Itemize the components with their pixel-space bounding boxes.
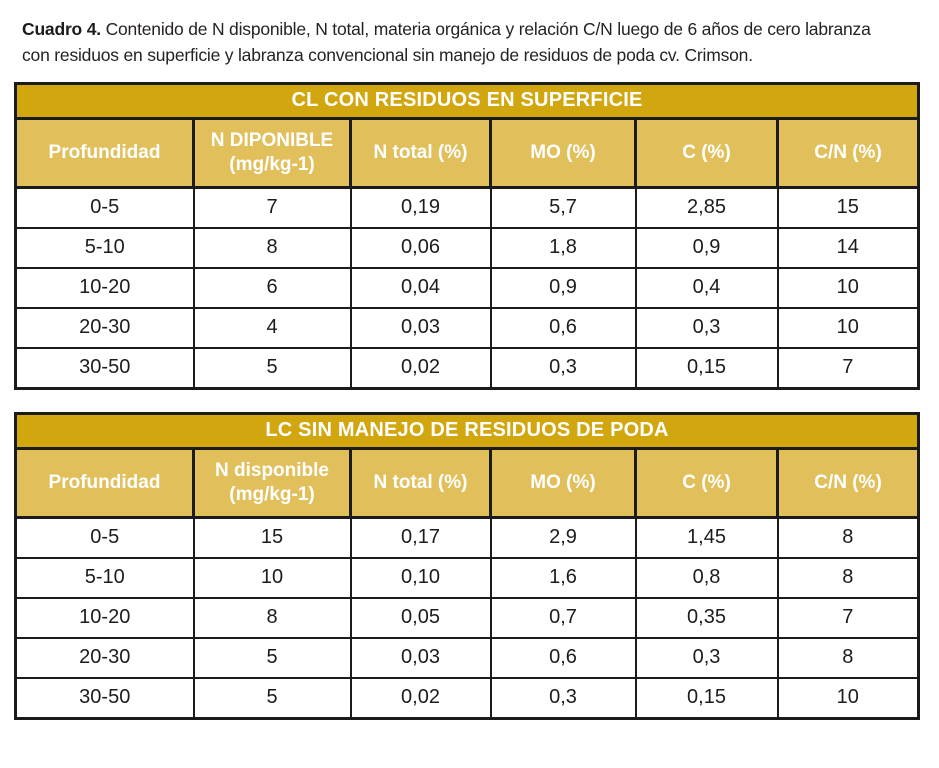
table-lc-sin-manejo: LC SIN MANEJO DE RESIDUOS DE PODA Profun…	[14, 411, 921, 720]
table-cell: 0,6	[489, 306, 637, 349]
table-cell: 0,6	[489, 636, 637, 679]
table-cell: 0-5	[14, 516, 195, 559]
table-title-row: LC SIN MANEJO DE RESIDUOS DE PODA	[15, 413, 919, 450]
table-cell: 0,04	[349, 266, 492, 309]
column-header-n-disponible: N DIPONIBLE (mg/kg-1)	[192, 116, 352, 189]
table-row: 0-5 7 0,19 5,7 2,85 15	[14, 186, 920, 229]
table-row: 30-50 5 0,02 0,3 0,15 7	[14, 346, 920, 389]
table-cell: 0,35	[634, 596, 779, 639]
table-cell: 0,03	[349, 306, 492, 349]
table-cell: 8	[776, 636, 920, 679]
table-cell: 0,19	[349, 186, 492, 229]
table-cell: 1,8	[489, 226, 637, 269]
table-cell: 0,15	[634, 346, 779, 389]
table-cell: 1,45	[634, 516, 779, 559]
table-cell: 5	[192, 346, 352, 389]
column-header-c: C (%)	[634, 116, 779, 189]
column-header-cn: C/N (%)	[775, 116, 921, 189]
table-cell: 10	[192, 556, 352, 599]
column-header-n-disponible: N disponible (mg/kg-1)	[192, 446, 352, 519]
table-cell: 10-20	[14, 266, 195, 309]
table-cell: 2,9	[489, 516, 637, 559]
table-cell: 0,9	[489, 266, 637, 309]
table-cell: 20-30	[14, 636, 195, 679]
table-cell: 15	[192, 516, 352, 559]
column-header-mo: MO (%)	[489, 446, 637, 519]
table-cell: 5,7	[489, 186, 637, 229]
table-cell: 5	[192, 676, 352, 719]
table-cell: 0,06	[349, 226, 492, 269]
column-header-profundidad: Profundidad	[14, 446, 195, 519]
table-cell: 0,05	[349, 596, 492, 639]
table-cl-con-residuos: CL CON RESIDUOS EN SUPERFICIE Profundida…	[14, 81, 921, 390]
table-cell: 0,9	[634, 226, 779, 269]
table-cell: 10	[776, 306, 920, 349]
column-header-cn: C/N (%)	[775, 446, 921, 519]
table-cell: 7	[192, 186, 352, 229]
table-cell: 10	[776, 676, 920, 719]
table-cell: 0,02	[349, 676, 492, 719]
table-title: CL CON RESIDUOS EN SUPERFICIE	[15, 83, 919, 120]
table-cell: 8	[192, 226, 352, 269]
table-cell: 0,17	[349, 516, 492, 559]
column-header-profundidad: Profundidad	[14, 116, 195, 189]
table-cell: 8	[192, 596, 352, 639]
table-cell: 5-10	[14, 556, 195, 599]
table-row: 5-10 10 0,10 1,6 0,8 8	[14, 556, 920, 599]
table-cell: 0,4	[634, 266, 779, 309]
table-cell: 5-10	[14, 226, 195, 269]
table-row: 30-50 5 0,02 0,3 0,15 10	[14, 676, 920, 719]
table-title: LC SIN MANEJO DE RESIDUOS DE PODA	[15, 413, 919, 450]
column-header-row: Profundidad N disponible (mg/kg-1) N tot…	[14, 446, 921, 519]
table-cell: 0-5	[14, 186, 195, 229]
table-cell: 7	[776, 596, 920, 639]
table-cell: 4	[192, 306, 352, 349]
caption-label: Cuadro 4.	[22, 19, 101, 39]
table-row: 10-20 6 0,04 0,9 0,4 10	[14, 266, 920, 309]
table-cell: 1,6	[489, 556, 637, 599]
table-cell: 7	[776, 346, 920, 389]
column-header-c: C (%)	[634, 446, 779, 519]
table-cell: 8	[776, 556, 920, 599]
table-cell: 10-20	[14, 596, 195, 639]
column-header-mo: MO (%)	[489, 116, 637, 189]
table-cell: 0,3	[634, 306, 779, 349]
table-cell: 0,3	[634, 636, 779, 679]
table-cell: 0,10	[349, 556, 492, 599]
table-cell: 14	[776, 226, 920, 269]
table-row: 20-30 4 0,03 0,6 0,3 10	[14, 306, 920, 349]
table-cell: 10	[776, 266, 920, 309]
column-header-n-total: N total (%)	[349, 116, 492, 189]
table-cell: 6	[192, 266, 352, 309]
table-cell: 0,15	[634, 676, 779, 719]
table-cell: 0,8	[634, 556, 779, 599]
table-row: 5-10 8 0,06 1,8 0,9 14	[14, 226, 920, 269]
table-cell: 0,7	[489, 596, 637, 639]
table-title-row: CL CON RESIDUOS EN SUPERFICIE	[15, 83, 919, 120]
table-cell: 5	[192, 636, 352, 679]
table-cell: 20-30	[14, 306, 195, 349]
table-row: 0-5 15 0,17 2,9 1,45 8	[14, 516, 920, 559]
table-row: 20-30 5 0,03 0,6 0,3 8	[14, 636, 920, 679]
table-cell: 0,02	[349, 346, 492, 389]
table-cell: 0,03	[349, 636, 492, 679]
table-cell: 2,85	[634, 186, 779, 229]
table-caption: Cuadro 4. Contenido de N disponible, N t…	[22, 16, 894, 69]
table-cell: 8	[776, 516, 920, 559]
table-cell: 0,3	[489, 346, 637, 389]
table-cell: 15	[776, 186, 920, 229]
table-row: 10-20 8 0,05 0,7 0,35 7	[14, 596, 920, 639]
table-cell: 30-50	[14, 676, 195, 719]
column-header-n-total: N total (%)	[349, 446, 492, 519]
column-header-row: Profundidad N DIPONIBLE (mg/kg-1) N tota…	[14, 116, 921, 189]
table-cell: 0,3	[489, 676, 637, 719]
table-cell: 30-50	[14, 346, 195, 389]
caption-text: Contenido de N disponible, N total, mate…	[22, 19, 871, 66]
